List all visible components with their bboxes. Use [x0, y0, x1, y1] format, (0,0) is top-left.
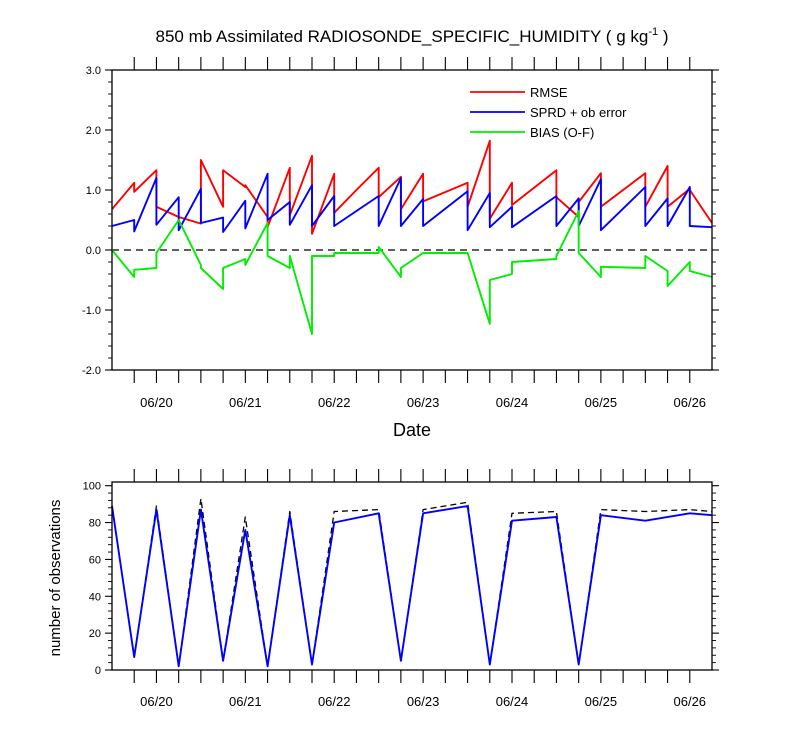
- panel1-xtick-label: 06/26: [674, 694, 707, 709]
- top-x-axis-title: Date: [393, 420, 431, 440]
- panel1-ytick-label: 0: [95, 665, 101, 677]
- panel1-ytick-label: 60: [89, 554, 101, 566]
- panel0-xtick-label: 06/26: [674, 395, 707, 410]
- legend-label-sprd: SPRD + ob error: [530, 105, 627, 120]
- panel1-xtick-label: 06/21: [229, 694, 262, 709]
- panel1-ytick-label: 100: [83, 481, 101, 493]
- panel1-xtick-label: 06/25: [585, 694, 618, 709]
- top-series-group: [111, 139, 713, 335]
- panel1-frame: [111, 481, 713, 671]
- panel1-xtick-label: 06/24: [496, 694, 529, 709]
- panel1-xtick-label: 06/22: [318, 694, 351, 709]
- panel0-ytick-label: 2.0: [86, 125, 101, 137]
- legend-label-bias: BIAS (O-F): [530, 125, 594, 140]
- panel1-ytick-label: 80: [89, 518, 101, 530]
- panel1-xtick-label: 06/20: [140, 694, 173, 709]
- panel0-xtick-label: 06/22: [318, 395, 351, 410]
- panel0-frame: [111, 69, 713, 371]
- legend-label-rmse: RMSE: [530, 85, 568, 100]
- panel0-ytick-label: 0.0: [86, 245, 101, 257]
- top-axes-group: -2.0 -1.0 0.0 1.0 2.0 3.0 06/20 06/21 06/22 06/23…: [82, 57, 719, 410]
- panel0-series-0: [111, 139, 713, 235]
- panel0-xtick-label: 06/21: [229, 395, 262, 410]
- panel0-ytick-label: 3.0: [86, 65, 101, 77]
- panel1-ytick-label: 20: [89, 628, 101, 640]
- bottom-series-group: [111, 497, 713, 668]
- panel0-xtick-label: 06/20: [140, 395, 173, 410]
- panel0-xtick-label: 06/23: [407, 395, 440, 410]
- panel0-ytick-label: 1.0: [86, 185, 101, 197]
- panel0-series-1: [111, 172, 713, 233]
- chart-title: 850 mb Assimilated RADIOSONDE_SPECIFIC_H…: [156, 26, 669, 46]
- panel0-xtick-label: 06/24: [496, 395, 529, 410]
- panel1-ytick-label: 40: [89, 591, 101, 603]
- panel0-ytick-label: -1.0: [82, 305, 101, 317]
- panel0-series-2: [111, 210, 713, 335]
- panel1-xtick-label: 06/23: [407, 694, 440, 709]
- panel0-ytick-label: -2.0: [82, 365, 101, 377]
- panel0-xtick-label: 06/25: [585, 395, 618, 410]
- panel1-series-1: [111, 505, 713, 668]
- legend: RMSE SPRD + ob error BIAS (O-F): [470, 85, 627, 140]
- bottom-y-axis-title: number of observations: [47, 500, 64, 657]
- bottom-axes-group: 0 20 40 60 80 100 06/20 06/21 06/22 06/23 06/24 06/…: [83, 469, 719, 709]
